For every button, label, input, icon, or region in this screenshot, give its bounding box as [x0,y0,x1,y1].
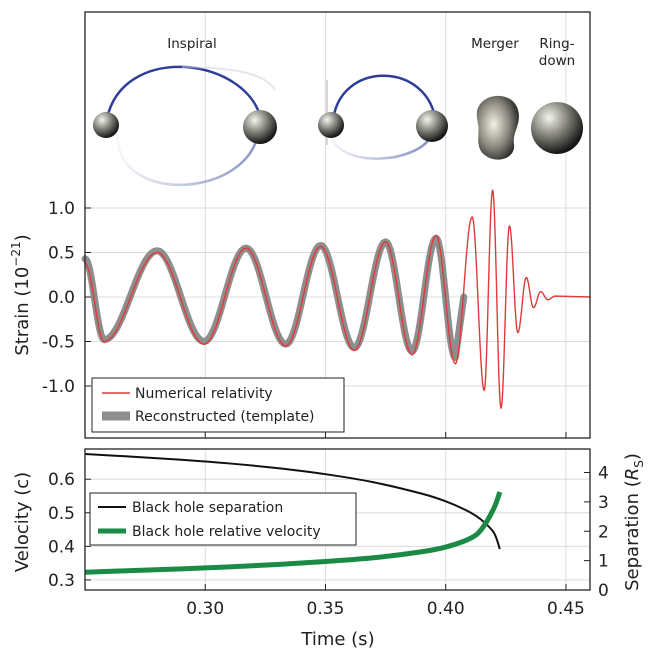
separation-ytick-label-3: 3 [598,493,609,513]
velocity-legend-box [89,492,357,546]
stage-label-inspiral: Inspiral [167,36,216,52]
orbit-track-1 [104,65,264,125]
strain-frame [84,11,591,439]
strain-y-label: Strain (10−21) [9,234,33,355]
merging-black-hole [476,95,519,160]
velocity-ytick-label-3: 0.6 [48,470,75,490]
strain-y-label-exponent: −21 [9,241,23,266]
orbit-fade-2 [328,129,434,160]
black-hole-3 [318,112,344,138]
ringdown-black-hole [531,102,583,154]
legend-label-numerical: Numerical relativity [135,386,273,402]
velocity-ytick-label-2: 0.5 [48,504,75,524]
orbit-fade-1 [116,129,260,186]
stage-label-merger: Merger [471,36,519,52]
strain-axes: 1.0 0.5 0.0 -0.5 -1.0 [42,11,591,439]
strain-ytick-label-2: 0.0 [48,288,75,308]
strain-ytick-label-1: 0.5 [48,244,75,264]
black-hole-1 [93,112,119,138]
time-xtick-label-2: 0.40 [427,599,465,619]
time-xtick-label-1: 0.35 [307,599,345,619]
binary-illustration: Inspiral Merger Ring- down [93,36,583,186]
black-hole-separation-line [84,453,501,550]
separation-y-label-close: ) [622,453,643,460]
velocity-ytick-label-1: 0.4 [48,537,75,557]
legend-label-separation: Black hole separation [132,500,283,516]
velocity-frame [84,448,591,591]
separation-ytick-label-4: 4 [598,464,609,484]
separation-y-label: Separation (RS) [622,453,646,591]
velocity-legend: Black hole separation Black hole relativ… [89,492,357,546]
stage-label-ringdown-2: down [539,53,575,69]
time-xtick-label-3: 0.45 [547,599,585,619]
separation-y-label-symbol: R [622,468,643,481]
legend-label-reconstructed: Reconstructed (template) [135,409,315,425]
strain-ytick-label-0: 1.0 [48,199,75,219]
strain-legend: Numerical relativity Reconstructed (temp… [91,377,345,433]
orbit-track-2 [331,74,438,125]
velocity-axes: 0.3 0.4 0.5 0.6 0 1 2 3 4 0.30 0.35 0.40 0.45 [48,448,609,619]
reconstructed-template-line [81,234,468,362]
legend-label-velocity: Black hole relative velocity [132,524,321,540]
separation-y-label-subscript: S [632,460,646,468]
separation-ytick-label-1: 1 [598,552,609,572]
strain-series [81,189,591,409]
numerical-relativity-line [84,189,591,409]
stage-label-ringdown-1: Ring- [539,36,574,52]
strain-y-label-close: ) [12,234,33,241]
strain-legend-box [91,377,345,433]
velocity-series [84,453,503,575]
separation-ytick-label-0: 0 [598,581,609,601]
orbit-tail-1 [181,66,276,91]
strain-ytick-label-3: -0.5 [42,333,75,353]
time-x-label: Time (s) [300,629,374,650]
black-hole-4 [416,110,448,142]
velocity-ytick-label-0: 0.3 [48,571,75,591]
time-xtick-label-0: 0.30 [186,599,224,619]
strain-ytick-label-4: -1.0 [42,377,75,397]
velocity-y-label: Velocity (c) [12,472,33,572]
strain-grid [85,12,590,438]
black-hole-2 [243,110,277,144]
separation-ytick-label-2: 2 [598,522,609,542]
black-hole-velocity-line [84,491,503,575]
